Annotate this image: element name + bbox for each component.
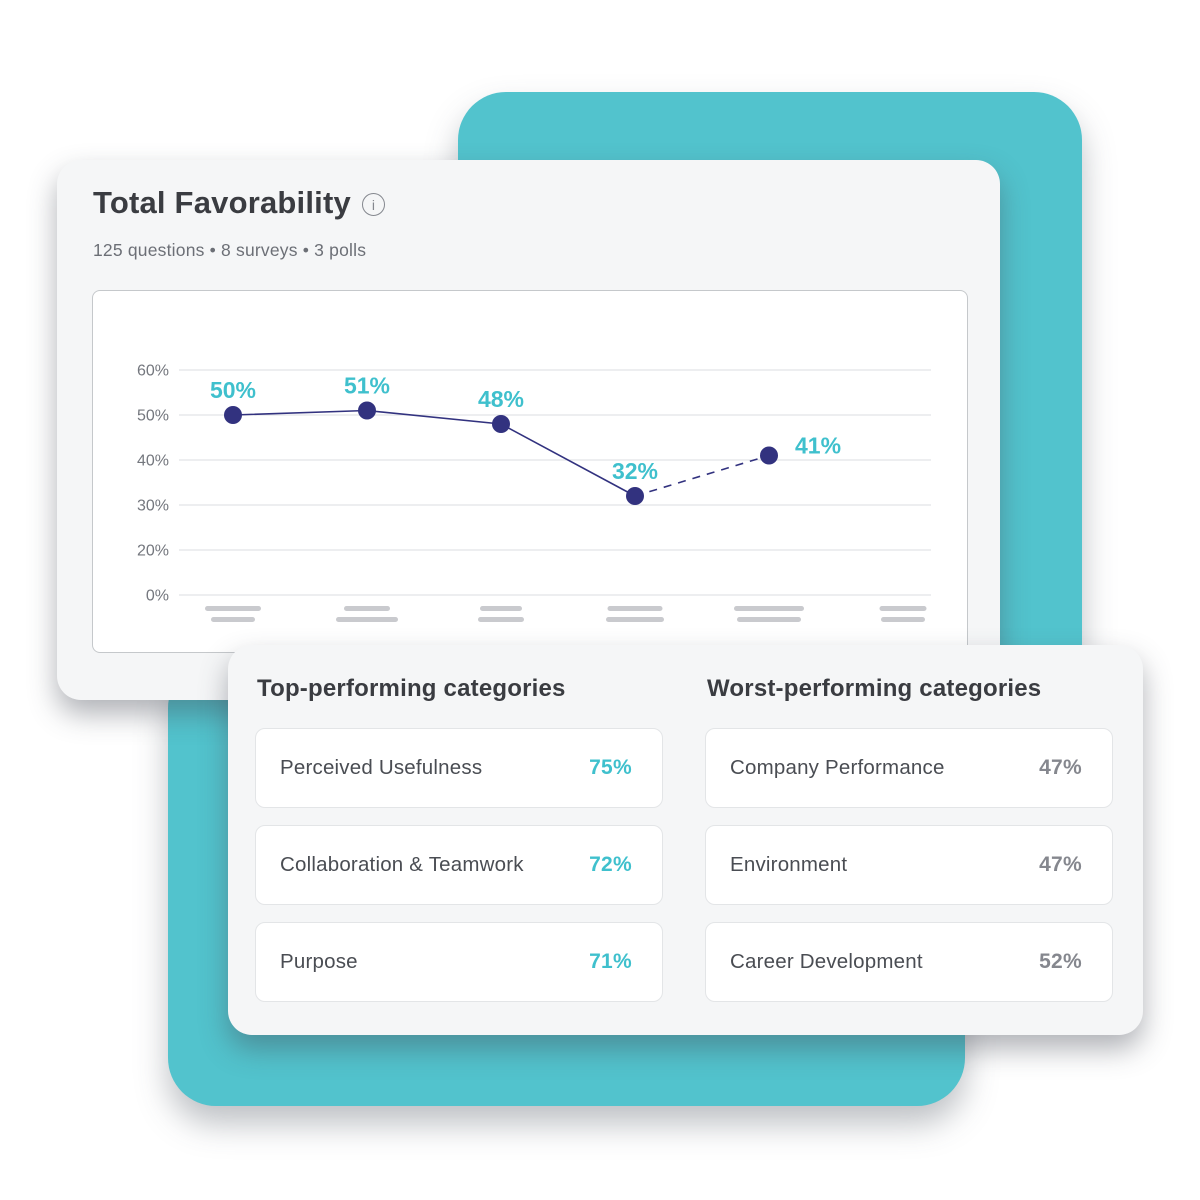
info-icon[interactable]: i xyxy=(361,192,385,216)
data-point xyxy=(626,487,644,505)
x-axis-placeholder xyxy=(480,606,522,611)
data-point xyxy=(492,415,510,433)
category-value: 71% xyxy=(589,950,632,973)
y-axis-label: 0% xyxy=(146,588,169,605)
card-title-row: Total Favorability i xyxy=(93,184,385,222)
category-row[interactable]: Environment 47% xyxy=(705,825,1113,905)
category-label: Career Development xyxy=(730,950,923,973)
data-point-label: 48% xyxy=(478,386,524,412)
category-row[interactable]: Company Performance 47% xyxy=(705,728,1113,808)
category-label: Environment xyxy=(730,853,848,876)
category-value: 75% xyxy=(589,756,632,779)
category-row[interactable]: Career Development 52% xyxy=(705,922,1113,1002)
favorability-line-chart: 60% 50% 40% 30% 20% 0% 50% 51% 48% 32% 41% xyxy=(137,363,931,622)
x-axis-placeholder xyxy=(734,606,804,611)
category-label: Purpose xyxy=(280,950,358,973)
y-axis-label: 30% xyxy=(137,498,169,515)
top-performing-heading: Top-performing categories xyxy=(257,675,566,702)
x-axis-placeholder xyxy=(881,617,925,622)
total-favorability-card: Total Favorability i 125 questions • 8 s… xyxy=(57,160,1000,700)
data-point-label: 51% xyxy=(344,373,390,399)
category-label: Company Performance xyxy=(730,756,945,779)
category-value: 47% xyxy=(1039,756,1082,779)
category-label: Collaboration & Teamwork xyxy=(280,853,524,876)
y-axis-label: 60% xyxy=(137,363,169,380)
worst-performing-heading: Worst-performing categories xyxy=(707,675,1042,702)
category-value: 47% xyxy=(1039,853,1082,876)
data-point xyxy=(224,406,242,424)
y-axis-label: 50% xyxy=(137,408,169,425)
x-axis-placeholder xyxy=(205,606,261,611)
card-title: Total Favorability xyxy=(93,185,351,220)
trend-line-solid xyxy=(232,409,636,497)
x-axis-placeholder xyxy=(478,617,524,622)
categories-card: Top-performing categories Perceived Usef… xyxy=(228,645,1143,1035)
category-row[interactable]: Perceived Usefulness 75% xyxy=(255,728,663,808)
x-axis-placeholder xyxy=(336,617,398,622)
data-point-label: 32% xyxy=(612,458,658,484)
x-axis-placeholder xyxy=(606,617,664,622)
y-axis-label: 40% xyxy=(137,453,169,470)
data-point xyxy=(760,446,778,465)
x-axis-placeholder xyxy=(344,606,390,611)
favorability-chart-container: 60% 50% 40% 30% 20% 0% 50% 51% 48% 32% 41% xyxy=(92,290,968,653)
category-row[interactable]: Purpose 71% xyxy=(255,922,663,1002)
data-point-label: 41% xyxy=(795,433,841,459)
data-point-label: 50% xyxy=(210,377,256,403)
card-subtitle: 125 questions • 8 surveys • 3 polls xyxy=(93,240,367,260)
category-value: 72% xyxy=(589,853,632,876)
x-axis-placeholder xyxy=(737,617,801,622)
data-point xyxy=(358,401,376,420)
x-axis-placeholder xyxy=(607,606,663,611)
category-row[interactable]: Collaboration & Teamwork 72% xyxy=(255,825,663,905)
x-axis-placeholder xyxy=(879,606,927,611)
category-value: 52% xyxy=(1039,950,1082,973)
y-axis-label: 20% xyxy=(137,543,169,560)
category-label: Perceived Usefulness xyxy=(280,756,483,779)
x-axis-placeholder xyxy=(211,617,255,622)
